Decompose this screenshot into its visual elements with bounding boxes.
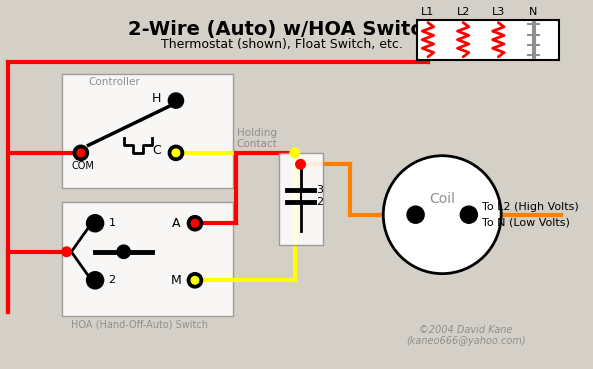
Circle shape [407, 206, 424, 223]
Text: C: C [152, 144, 161, 157]
Circle shape [168, 145, 184, 161]
Text: L2: L2 [457, 7, 470, 17]
Circle shape [383, 156, 501, 274]
Text: Coil: Coil [429, 192, 455, 206]
Text: COM: COM [71, 161, 94, 171]
Text: To L2 (High Volts): To L2 (High Volts) [482, 202, 579, 212]
Text: N: N [530, 7, 538, 17]
Text: L3: L3 [492, 7, 505, 17]
Text: 2: 2 [109, 275, 116, 285]
Circle shape [460, 206, 477, 223]
Text: Controller: Controller [88, 77, 140, 87]
Circle shape [187, 215, 203, 231]
Text: Contact: Contact [237, 139, 277, 149]
Circle shape [168, 93, 184, 108]
Circle shape [73, 145, 88, 161]
Circle shape [191, 276, 199, 284]
Text: 1: 1 [109, 218, 116, 228]
Circle shape [77, 149, 85, 157]
Circle shape [87, 215, 104, 232]
Circle shape [187, 273, 203, 288]
Circle shape [290, 148, 299, 158]
Text: Thermostat (shown), Float Switch, etc.: Thermostat (shown), Float Switch, etc. [161, 38, 403, 51]
Circle shape [191, 220, 199, 227]
Bar [416, 20, 559, 60]
Circle shape [87, 272, 104, 289]
Text: ©2004 David Kane
(kaneo666@yahoo.com): ©2004 David Kane (kaneo666@yahoo.com) [406, 325, 526, 346]
Text: 3: 3 [315, 185, 323, 195]
Bar [279, 153, 323, 245]
Text: HOA (Hand-Off-Auto) Switch: HOA (Hand-Off-Auto) Switch [71, 320, 208, 330]
Bar [62, 202, 233, 317]
Circle shape [172, 149, 180, 157]
Text: M: M [171, 274, 181, 287]
Text: H: H [152, 92, 162, 104]
Text: 2: 2 [315, 197, 323, 207]
Text: Holding: Holding [237, 128, 277, 138]
Text: L1: L1 [422, 7, 435, 17]
Text: To N (Low Volts): To N (Low Volts) [482, 217, 570, 227]
Circle shape [296, 159, 305, 169]
Bar [62, 74, 233, 188]
Circle shape [62, 247, 71, 256]
Text: 2-Wire (Auto) w/HOA Switch: 2-Wire (Auto) w/HOA Switch [128, 20, 436, 39]
Circle shape [117, 245, 130, 258]
Text: A: A [172, 217, 180, 230]
